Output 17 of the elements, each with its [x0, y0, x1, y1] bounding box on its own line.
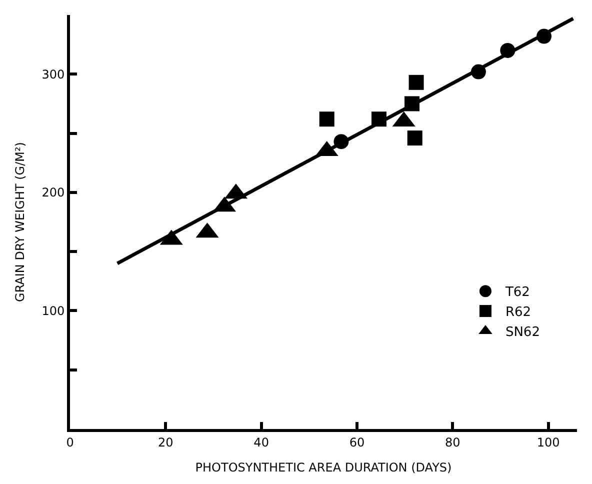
y-axis-title: GRAIN DRY WEIGHT (G/M²): [12, 142, 27, 302]
point: [319, 112, 334, 127]
x-tick-label: 100: [536, 435, 560, 450]
y-tick-label: 200: [42, 186, 65, 200]
legend-label: SN62: [505, 325, 540, 340]
legend-label: R62: [505, 305, 532, 320]
x-tick-label: 60: [349, 435, 365, 450]
y-tick-label: 100: [42, 304, 65, 318]
y-tick-label: 300: [42, 67, 65, 82]
x-tick-label: 20: [158, 435, 174, 450]
x-tick-label: 40: [254, 435, 269, 450]
point: [408, 74, 424, 90]
point: [407, 130, 422, 146]
x-tick-label: 0: [66, 435, 74, 450]
x-tick-label: 80: [445, 435, 460, 450]
x-axis-title: PHOTOSYNTHETIC AREA DURATION (DAYS): [195, 460, 452, 474]
legend-label: T62: [504, 285, 530, 300]
